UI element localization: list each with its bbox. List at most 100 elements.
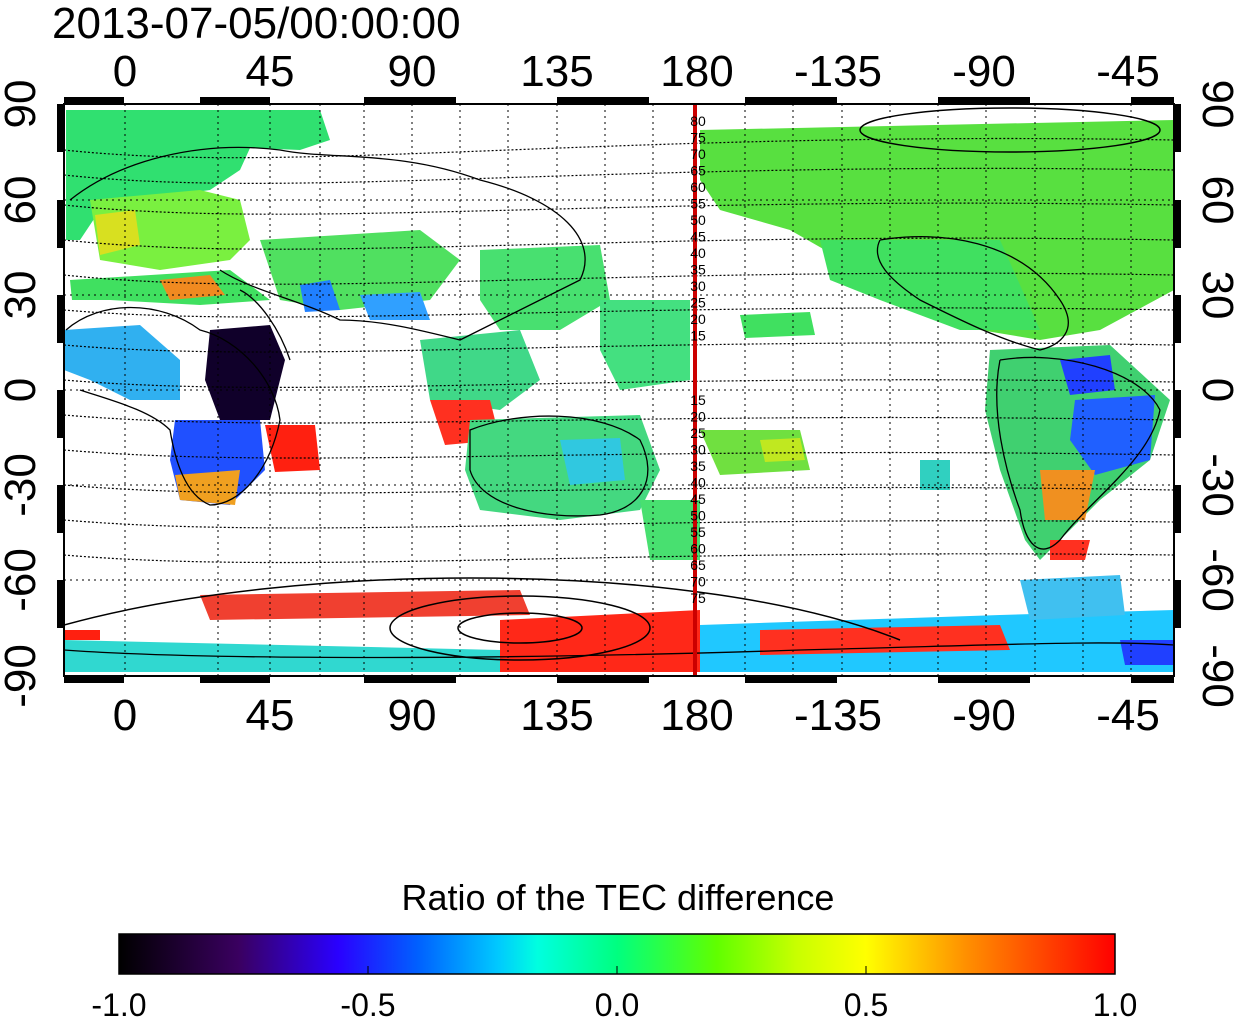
bottom-tick-label: 180 [660,691,733,740]
meridian-label: 45 [690,229,706,245]
meridian-label: 35 [690,458,706,474]
meridian-label: 60 [690,541,706,557]
meridian-label: 25 [690,295,706,311]
colorbar-ticks: -1.0 -0.5 0.0 0.5 1.0 [91,966,1137,1023]
meridian-label: 55 [690,196,706,212]
bottom-tick-label: 90 [388,691,437,740]
bottom-tick-label: -90 [952,691,1016,740]
left-tick-label: -30 [0,453,45,517]
top-longitude-ticks: 0 45 90 135 180 -135 -90 -45 [113,47,1160,96]
right-tick-label: -60 [1193,548,1240,612]
right-tick-label: -90 [1193,644,1240,708]
left-tick-label: 60 [0,176,45,225]
meridian-label: 30 [690,442,706,458]
coastlines [64,146,1174,659]
bottom-longitude-ticks: 0 45 90 135 180 -135 -90 -45 [113,691,1160,740]
top-tick-label: 0 [113,47,137,96]
meridian-label: 75 [690,590,706,606]
frame-ticker [57,97,1181,683]
colorbar-tick-label: -1.0 [91,987,146,1023]
tec-patch [700,120,1174,340]
tec-patch [1120,640,1174,665]
meridian-label: 75 [690,130,706,146]
meridian-label: 50 [690,508,706,524]
tec-patch [1060,355,1115,395]
magnetic-latitude-contours [64,137,1174,564]
meridian-label: 80 [690,113,706,129]
tec-patch [560,438,625,485]
meridian-label: 25 [690,425,706,441]
left-tick-label: -60 [0,548,45,612]
colorbar-tick-label: 1.0 [1093,987,1137,1023]
meridian-label: 15 [690,328,706,344]
graticule [64,104,1174,676]
tec-patch [95,210,140,255]
top-tick-label: 180 [660,47,733,96]
top-tick-label: 90 [388,47,437,96]
tec-patch [175,470,240,505]
tec-patch [760,625,1010,655]
bottom-tick-label: 135 [520,691,593,740]
meridian-label: 60 [690,179,706,195]
tec-patch [500,610,700,672]
tec-patch [640,500,700,560]
right-tick-label: 90 [1193,80,1240,129]
tec-patch [360,292,430,320]
meridian-label: 20 [690,311,706,327]
colorbar-tick-label: -0.5 [340,987,395,1023]
top-tick-label: 135 [520,47,593,96]
top-tick-label: -135 [794,47,882,96]
meridian-label: 45 [690,491,706,507]
tec-patch [64,630,100,640]
colorbar-title: Ratio of the TEC difference [402,877,835,918]
tec-patch [205,325,285,420]
left-tick-label: 30 [0,271,45,320]
meridian-label: 40 [690,245,706,261]
right-latitude-ticks: 90 60 30 0 -30 -60 -90 [1193,80,1240,708]
tec-patch [1020,575,1125,620]
meridian-label: 70 [690,146,706,162]
meridian-label: 40 [690,475,706,491]
top-tick-label: -45 [1096,47,1160,96]
polar-contours [64,107,1161,661]
right-tick-label: -30 [1193,453,1240,517]
meridian-label: 15 [690,392,706,408]
meridian-label: 65 [690,557,706,573]
tec-patch [260,230,460,310]
meridian-label: 35 [690,262,706,278]
meridian-label: 20 [690,409,706,425]
bottom-tick-label: -135 [794,691,882,740]
tec-patch [90,190,250,270]
tec-patch [64,325,180,400]
top-tick-label: -90 [952,47,1016,96]
tec-patch [920,460,950,490]
meridian-label: 30 [690,278,706,294]
tec-patch [64,640,500,672]
bottom-tick-label: 0 [113,691,137,740]
meridian-label: 50 [690,212,706,228]
tec-patch [1050,540,1090,560]
left-tick-label: 90 [0,80,45,129]
right-tick-label: 30 [1193,271,1240,320]
colorbar-tick-label: 0.0 [595,987,639,1023]
bottom-tick-label: 45 [246,691,295,740]
tec-patch [1070,395,1155,475]
tec-patch [600,300,690,390]
tec-patch [160,275,225,300]
tec-patch [480,245,610,330]
top-tick-label: 45 [246,47,295,96]
meridian-label: 55 [690,524,706,540]
meridian-label: 70 [690,574,706,590]
meridian-label: 65 [690,163,706,179]
tec-patch [760,438,805,462]
tec-patch [66,110,330,240]
right-tick-label: 0 [1193,378,1240,402]
right-tick-label: 60 [1193,176,1240,225]
left-tick-label: -90 [0,644,45,708]
left-tick-label: 0 [0,378,45,402]
tec-patch [200,590,530,620]
